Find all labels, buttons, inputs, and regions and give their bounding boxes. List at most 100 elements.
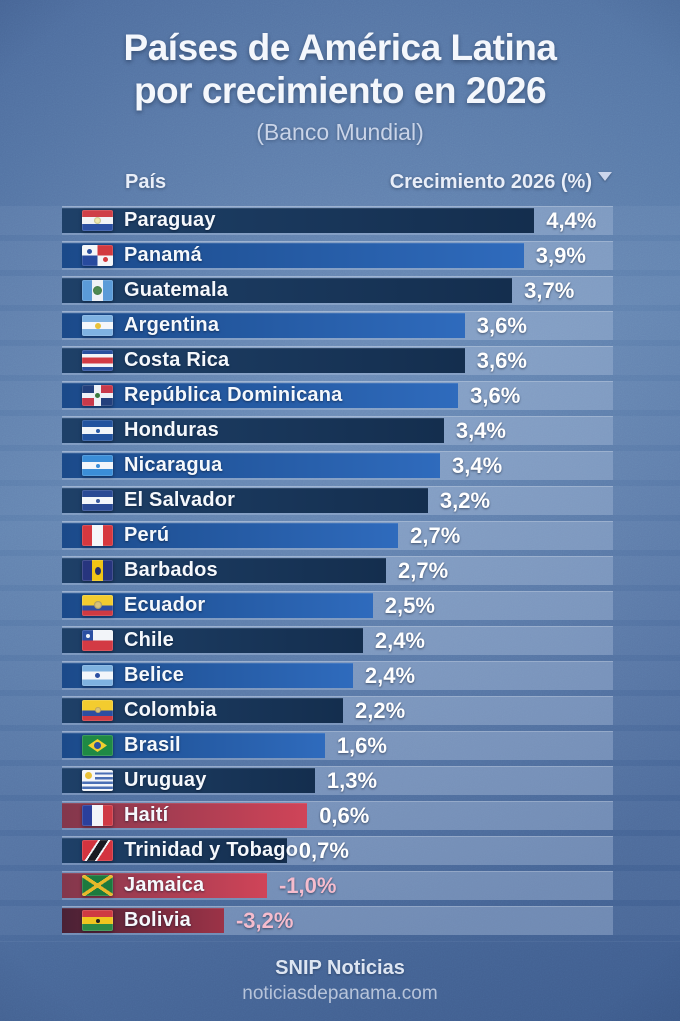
country-label: Guatemala [124,279,229,301]
bar [62,453,440,478]
row-content: Colombia 2,2% [62,696,613,725]
country-label: Barbados [124,559,218,581]
table-row: Costa Rica 3,6% [62,346,613,375]
bar [62,313,465,338]
flag-colombia-icon [82,700,113,721]
table-row: Barbados 2,7% [62,556,613,585]
flag-honduras-icon [82,420,113,441]
bar [62,523,399,548]
table-row: Guatemala 3,7% [62,276,613,305]
flag-brasil-icon [82,735,113,756]
value-label: 2,7% [410,523,461,548]
country-label: Chile [124,629,174,651]
flag-panama-icon [82,245,113,266]
row-content: Guatemala 3,7% [62,276,613,305]
table-row: Trinidad y Tobago 0,7% [62,836,613,865]
page-subtitle: (Banco Mundial) [256,119,424,145]
column-header-row: País Crecimiento 2026 (%) [62,171,613,194]
row-content: Jamaica -1,0% [62,871,613,900]
country-label: Belice [124,664,185,686]
flag-dominicana-icon [82,385,113,406]
value-label: 2,4% [364,663,416,688]
country-label: Argentina [124,314,220,336]
table-row: República Dominicana 3,6% [62,381,613,410]
page-title-line2: por crecimiento en 2026 [133,70,547,111]
table-row: Jamaica -1,0% [62,871,613,900]
flag-costarica-icon [82,350,113,371]
flag-trinidad-icon [82,840,113,861]
table-row: Colombia 2,2% [62,696,613,725]
table-row: Chile 2,4% [62,626,613,655]
footer-brand: SNIP Noticias [275,957,405,979]
country-label: Colombia [124,699,217,721]
flag-paraguay-icon [82,210,113,231]
country-label: Haití [124,804,169,826]
value-label: 3,9% [535,243,586,268]
flag-peru-icon [82,525,113,546]
row-content: Costa Rica 3,6% [62,346,613,375]
table-row: Haití 0,6% [62,801,613,830]
bar [62,348,465,373]
row-content: Argentina 3,6% [62,311,613,340]
row-content: Nicaragua 3,4% [62,451,613,480]
sort-descending-icon [598,172,612,188]
table-row: Argentina 3,6% [62,311,613,340]
page-title-line1: Países de América Latina [123,27,557,68]
value-label: 3,6% [470,383,521,408]
country-label: El Salvador [124,489,236,511]
row-content: Honduras 3,4% [62,416,613,445]
country-label: Uruguay [124,769,207,791]
value-label: 4,4% [546,208,597,233]
value-label: 3,6% [476,313,527,338]
country-label: Costa Rica [124,349,230,371]
table-row: Ecuador 2,5% [62,591,613,620]
value-label: 2,4% [374,628,425,653]
flag-ecuador-icon [82,595,113,616]
table-row: Panamá 3,9% [62,241,613,270]
flag-belice-icon [82,665,113,686]
flag-uruguay-icon [82,770,113,791]
country-label: Nicaragua [124,454,223,476]
country-label: República Dominicana [124,384,343,406]
value-label: -1,0% [278,873,337,898]
country-label: Trinidad y Tobago [124,839,299,861]
table-row: El Salvador 3,2% [62,486,613,515]
bar [62,208,535,233]
country-label: Panamá [124,244,202,266]
table-row: Perú 2,7% [62,521,613,550]
country-label: Ecuador [124,594,206,616]
row-content: Panamá 3,9% [62,241,613,270]
row-content: Belice 2,4% [62,661,613,690]
value-label: 0,6% [319,803,370,828]
value-label: 3,7% [524,278,575,303]
table-row: Nicaragua 3,4% [62,451,613,480]
row-content: Brasil 1,6% [62,731,613,760]
bar [62,488,428,513]
flag-guatemala-icon [82,280,113,301]
row-content: El Salvador 3,2% [62,486,613,515]
table-rows: Paraguay 4,4% Panamá 3,9% Guatemala 3,7%… [62,206,613,941]
country-label: Paraguay [124,209,216,231]
value-label: 1,6% [336,733,387,758]
row-content: República Dominicana 3,6% [62,381,613,410]
table-row: Bolivia -3,2% [62,906,613,935]
flag-bolivia-icon [82,910,113,931]
country-label: Jamaica [124,874,205,896]
row-content: Chile 2,4% [62,626,613,655]
table-row: Paraguay 4,4% [62,206,613,235]
row-content: Ecuador 2,5% [62,591,613,620]
value-label: 2,7% [397,558,449,583]
value-label: -3,2% [235,908,294,933]
bar [62,278,513,303]
bar [62,243,524,268]
flag-haiti-icon [82,805,113,826]
value-label: 0,7% [298,838,349,863]
row-content: Trinidad y Tobago 0,7% [62,836,613,865]
table-row: Brasil 1,6% [62,731,613,760]
bar [62,558,386,583]
row-content: Barbados 2,7% [62,556,613,585]
flag-barbados-icon [82,560,113,581]
row-content: Bolivia -3,2% [62,906,613,935]
value-label: 3,4% [451,453,503,478]
